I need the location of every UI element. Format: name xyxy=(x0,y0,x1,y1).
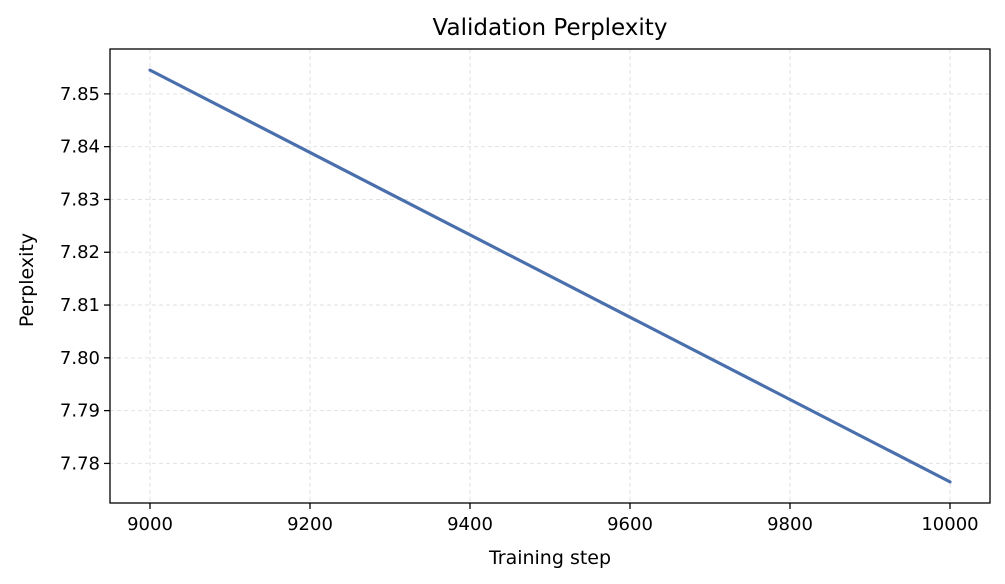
y-tick-label: 7.79 xyxy=(60,401,100,422)
x-axis-ticks: 9000 9200 9400 9600 9800 10000 xyxy=(127,503,979,535)
y-tick-label: 7.85 xyxy=(60,84,100,105)
y-axis-label: Perplexity xyxy=(16,233,38,327)
y-tick-label: 7.81 xyxy=(60,295,100,316)
y-tick-label: 7.80 xyxy=(60,348,100,369)
series-layer xyxy=(148,68,952,484)
plot-area-frame xyxy=(109,48,991,504)
y-tick-label: 7.78 xyxy=(60,453,100,474)
x-tick-label: 9200 xyxy=(287,514,333,535)
y-axis-ticks: 7.78 7.79 7.80 7.81 7.82 7.83 7.84 7.85 xyxy=(60,84,110,474)
y-tick-label: 7.82 xyxy=(60,242,100,263)
grid xyxy=(110,49,990,503)
x-tick-label: 9000 xyxy=(127,514,173,535)
x-axis-label: Training step xyxy=(488,547,611,569)
x-tick-label: 9800 xyxy=(767,514,813,535)
y-tick-label: 7.83 xyxy=(60,189,100,210)
x-tick-label: 9400 xyxy=(447,514,493,535)
x-tick-label: 10000 xyxy=(921,514,978,535)
chart-title: Validation Perplexity xyxy=(433,15,668,41)
x-tick-label: 9600 xyxy=(607,514,653,535)
perplexity-line xyxy=(148,68,952,484)
y-tick-label: 7.84 xyxy=(60,137,100,158)
